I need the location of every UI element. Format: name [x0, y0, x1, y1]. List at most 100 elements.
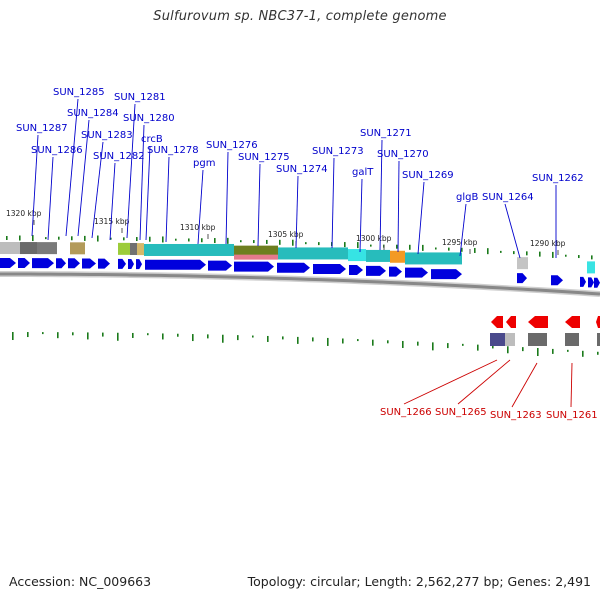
forward-gene-arrow — [517, 273, 527, 284]
gc-tick — [357, 242, 359, 249]
forward-label-leader — [225, 151, 229, 245]
forward-gene-arrow — [277, 262, 310, 273]
gc-tick — [409, 244, 411, 250]
gc-tick — [370, 244, 372, 247]
forward-gene-track — [0, 258, 600, 288]
gc-tick — [513, 251, 515, 255]
gc-tick — [192, 334, 194, 342]
reverse-gene-arrow — [596, 316, 600, 328]
forward-gene-label: pgm — [193, 158, 215, 169]
gc-tick — [387, 340, 389, 344]
gc-tick — [327, 337, 329, 346]
gc-tick — [417, 341, 419, 346]
kbp-tick-label: 1315 kbp — [94, 217, 130, 226]
reverse-gene-label: SUN_1266 — [380, 407, 432, 418]
gc-tick — [237, 335, 239, 341]
forward-label-leader — [65, 98, 79, 237]
gc-tick — [552, 348, 554, 354]
gc-tick — [565, 254, 567, 257]
gc-tick — [487, 248, 489, 255]
gc-tick — [279, 239, 281, 245]
gc-tick — [162, 236, 164, 243]
forward-gene-label: galT — [352, 167, 374, 178]
gc-tick — [447, 343, 449, 349]
gc-tick — [537, 348, 539, 357]
forward-gene-label: SUN_1284 — [67, 108, 119, 119]
reverse-gene-arrow — [506, 316, 516, 328]
gc-tick — [372, 339, 374, 346]
reverse-gene-arrow — [528, 316, 548, 328]
forward-gene-label: SUN_1285 — [53, 87, 105, 98]
cog-block — [137, 243, 144, 256]
cog-block — [0, 242, 20, 255]
gc-tick — [222, 334, 224, 343]
gc-tick — [136, 237, 138, 242]
gc-tick — [188, 238, 190, 242]
forward-gene-label: SUN_1282 — [93, 151, 145, 162]
forward-label-leader — [139, 124, 145, 241]
forward-label-leader — [91, 141, 104, 239]
gc-tick — [57, 332, 59, 339]
kbp-tick-label: 1295 kbp — [442, 238, 478, 247]
gc-tick — [45, 237, 47, 240]
gc-tick — [292, 239, 294, 246]
reverse-gene-arrow — [565, 316, 580, 328]
gc-tick — [474, 247, 476, 253]
forward-gene-label: SUN_1280 — [123, 113, 175, 124]
gc-tick — [227, 237, 229, 244]
reverse-label-leader — [511, 362, 538, 408]
gc-tick — [461, 247, 463, 252]
cog-block — [234, 254, 278, 260]
reverse-cog-block — [505, 333, 515, 346]
gc-tick — [110, 237, 112, 240]
forward-gene-arrow — [208, 260, 232, 271]
backbone-line — [0, 272, 600, 296]
gc-tick — [71, 236, 73, 241]
gc-tick — [19, 235, 21, 241]
forward-gene-arrow — [431, 269, 462, 280]
gc-tick — [177, 333, 179, 337]
backbone-shadow — [0, 271, 600, 297]
gc-tick — [267, 335, 269, 342]
reverse-gene-labels: SUN_1266 SUN_1265 SUN_1263 SUN_1261 — [380, 359, 598, 421]
gc-tick — [522, 347, 524, 352]
gc-tick — [282, 336, 284, 340]
forward-gene-arrow — [82, 258, 96, 269]
forward-gene-arrow — [98, 258, 110, 269]
gc-tick — [477, 344, 479, 351]
forward-gene-arrow — [136, 259, 142, 270]
gc-tick — [240, 240, 242, 243]
gc-tick — [147, 333, 149, 336]
forward-label-leader — [126, 103, 136, 239]
forward-label-leader — [165, 156, 170, 243]
forward-label-leader — [459, 203, 467, 257]
gc-tick — [12, 332, 14, 341]
cog-block — [118, 242, 130, 255]
forward-gene-arrow — [68, 258, 80, 269]
gc-tick — [344, 242, 346, 248]
cog-block — [366, 249, 390, 262]
gc-tick — [402, 340, 404, 348]
forward-gene-arrow — [118, 258, 126, 269]
gc-tick — [492, 345, 494, 349]
gc-tick — [6, 236, 8, 241]
forward-gene-arrow — [145, 259, 206, 270]
gc-tick — [123, 237, 125, 241]
cog-block — [587, 261, 595, 274]
forward-label-leader — [359, 178, 363, 253]
cog-block — [517, 257, 528, 270]
gc-tick — [432, 342, 434, 351]
forward-gene-label: SUN_1274 — [276, 164, 328, 175]
gc-skew-track-bottom — [12, 332, 599, 357]
gc-tick — [252, 335, 254, 338]
gc-tick — [253, 240, 255, 244]
kbp-tick-label: 1305 kbp — [268, 230, 304, 239]
forward-gene-arrow — [128, 258, 134, 269]
gc-tick — [175, 238, 177, 241]
forward-gene-label: crcB — [141, 134, 163, 145]
forward-label-leader — [77, 119, 90, 237]
forward-label-leader — [331, 157, 335, 249]
reverse-cog-track — [490, 333, 600, 346]
forward-gene-arrow — [588, 277, 594, 288]
gc-tick — [526, 251, 528, 256]
